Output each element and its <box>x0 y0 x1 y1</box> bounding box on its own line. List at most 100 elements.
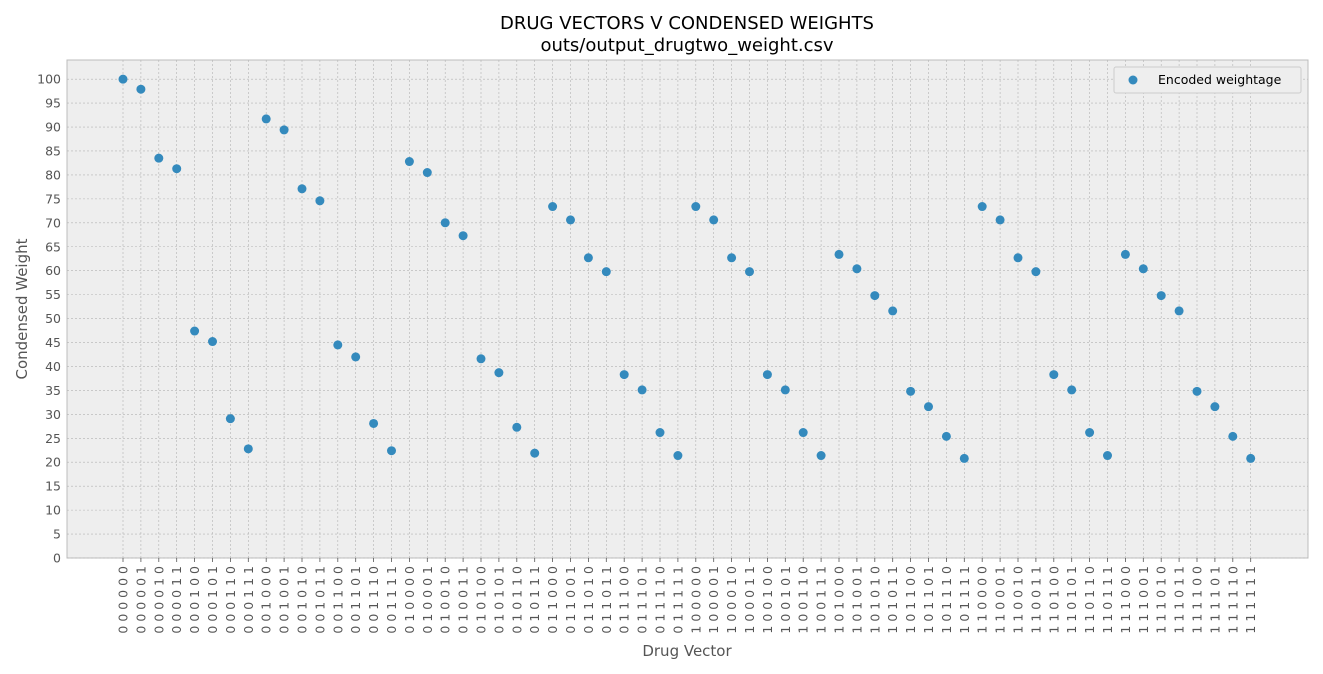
y-tick-label: 5 <box>53 527 61 542</box>
data-point <box>1246 453 1256 463</box>
chart-subtitle: outs/output_drugtwo_weight.csv <box>540 35 833 56</box>
data-point <box>1085 428 1095 438</box>
data-point <box>1228 431 1238 441</box>
x-tick-label: 0 0 1 1 1 0 <box>366 566 381 634</box>
x-tick-label: 0 0 0 1 1 0 <box>223 566 238 634</box>
x-tick-label: 1 0 0 0 1 0 <box>724 566 739 634</box>
plot-area <box>66 59 1309 559</box>
x-tick-label: 1 0 0 0 0 0 <box>688 566 703 634</box>
data-point <box>1210 402 1220 412</box>
data-point <box>941 431 951 441</box>
data-point <box>727 253 737 263</box>
data-point <box>1138 264 1148 274</box>
data-point <box>243 444 253 454</box>
data-point <box>440 218 450 228</box>
data-point <box>888 306 898 316</box>
x-tick-label: 0 1 1 1 0 1 <box>635 566 650 634</box>
x-tick-label: 0 1 0 1 0 1 <box>491 566 506 634</box>
y-tick-label: 60 <box>45 263 61 278</box>
x-tick-label: 0 1 1 1 1 1 <box>670 566 685 634</box>
y-tick-label: 40 <box>45 359 61 374</box>
y-tick-label: 50 <box>45 311 61 326</box>
data-point <box>225 414 235 424</box>
data-points <box>118 74 1256 463</box>
data-point <box>1120 249 1130 259</box>
data-point <box>422 168 432 178</box>
data-point <box>924 402 933 412</box>
y-tick-label: 55 <box>45 287 61 302</box>
x-tick-label: 1 0 0 0 1 1 <box>742 566 757 634</box>
data-point <box>136 84 146 94</box>
data-point <box>655 428 665 438</box>
x-tick-label: 1 0 0 0 0 1 <box>706 566 721 634</box>
x-tick-label: 1 1 1 0 0 0 <box>1118 566 1133 634</box>
x-tick-label: 1 1 1 0 1 0 <box>1154 566 1169 634</box>
x-tick-label: 0 1 1 0 0 1 <box>563 566 578 634</box>
data-point <box>977 202 987 212</box>
data-point <box>154 153 164 163</box>
data-point <box>1192 386 1202 396</box>
data-point <box>315 196 325 206</box>
y-tick-label: 0 <box>53 551 61 566</box>
x-tick-label: 0 1 0 1 1 0 <box>509 566 524 634</box>
y-tick-label: 75 <box>45 191 61 206</box>
data-point <box>512 422 522 432</box>
data-point <box>1067 385 1077 395</box>
x-tick-label: 0 0 1 1 1 1 <box>384 566 399 634</box>
data-point <box>619 370 629 380</box>
data-point <box>583 253 593 263</box>
grid-lines <box>67 60 1308 562</box>
data-point <box>780 385 790 395</box>
x-tick-label: 0 1 0 1 1 1 <box>527 566 542 634</box>
x-tick-label: 1 1 0 1 1 0 <box>1082 566 1097 634</box>
data-point <box>673 451 683 461</box>
data-point <box>762 370 772 380</box>
y-tick-label: 65 <box>45 239 61 254</box>
data-point <box>816 451 826 461</box>
x-tick-label: 1 0 1 0 1 1 <box>885 566 900 634</box>
data-point <box>208 337 217 347</box>
x-tick-label: 0 0 0 1 0 1 <box>205 566 220 634</box>
x-tick-label: 1 1 1 0 1 1 <box>1172 566 1187 634</box>
data-point <box>1049 370 1059 380</box>
data-point <box>1174 306 1184 316</box>
data-point <box>458 231 468 241</box>
y-tick-label: 70 <box>45 215 61 230</box>
x-tick-label: 0 0 1 0 0 1 <box>277 566 292 634</box>
legend: Encoded weightage <box>1113 66 1302 94</box>
y-tick-label: 85 <box>45 143 61 158</box>
x-axis-label: Drug Vector <box>642 642 732 660</box>
x-tick-label: 0 1 1 0 0 0 <box>545 566 560 634</box>
x-tick-label: 1 0 0 1 1 0 <box>796 566 811 634</box>
legend-marker <box>1128 75 1138 85</box>
y-tick-label: 20 <box>45 455 61 470</box>
data-point <box>995 215 1005 225</box>
y-axis-label: Condensed Weight <box>13 238 31 379</box>
x-tick-label: 0 1 1 0 1 1 <box>599 566 614 634</box>
x-tick-label: 1 0 0 1 0 0 <box>760 566 775 634</box>
data-point <box>279 125 289 135</box>
x-tick-label: 1 1 1 1 1 0 <box>1225 566 1240 634</box>
data-point <box>906 386 916 396</box>
data-point <box>637 385 647 395</box>
x-tick-label: 1 1 1 0 0 1 <box>1136 566 1151 634</box>
data-point <box>709 215 719 225</box>
x-tick-label: 0 1 0 0 0 1 <box>420 566 435 634</box>
data-point <box>1103 451 1112 461</box>
y-tick-label: 25 <box>45 431 61 446</box>
x-tick-label: 0 1 1 1 1 0 <box>653 566 668 634</box>
y-tick-label: 45 <box>45 335 61 350</box>
data-point <box>118 74 128 84</box>
x-tick-label: 1 1 0 0 1 0 <box>1011 566 1026 634</box>
x-tick-label: 1 0 0 1 0 1 <box>778 566 793 634</box>
data-point <box>494 368 504 378</box>
x-tick-label: 1 0 1 1 0 0 <box>903 566 918 634</box>
x-tick-label: 1 1 1 1 0 0 <box>1190 566 1205 634</box>
y-tick-label: 30 <box>45 407 61 422</box>
x-tick-label: 1 1 0 1 1 1 <box>1100 566 1115 634</box>
data-point <box>530 448 540 458</box>
x-tick-label: 1 1 0 0 1 1 <box>1028 566 1043 634</box>
x-tick-label: 0 1 1 0 1 0 <box>581 566 596 634</box>
x-tick-label: 1 0 1 0 0 1 <box>849 566 864 634</box>
data-point <box>172 164 182 174</box>
